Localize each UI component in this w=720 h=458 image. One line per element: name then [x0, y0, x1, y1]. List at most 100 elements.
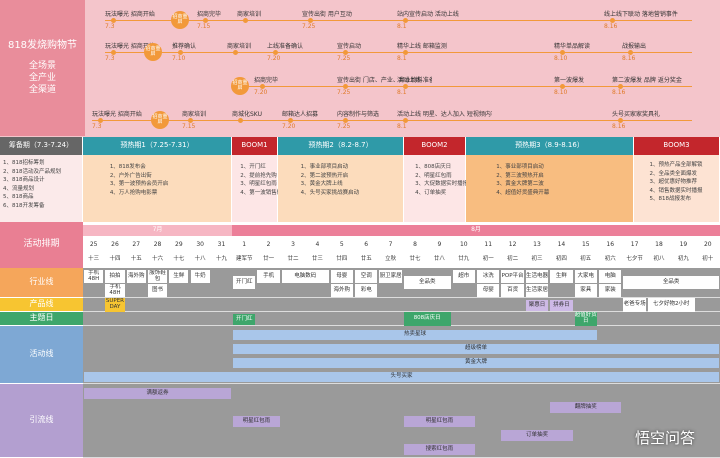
- day: 25: [89, 241, 98, 249]
- milestone-text: 招商完毕: [254, 77, 279, 84]
- lane-item: 808店庆日: [403, 312, 451, 326]
- lunar: 立秋: [385, 255, 397, 262]
- milestone-date: 7.25: [337, 123, 351, 130]
- phase-note: 4、第一波销售爆发: [240, 189, 288, 196]
- phase-note: 5、818战报发布: [649, 196, 691, 202]
- lunar: 廿四: [336, 255, 348, 262]
- title: 818发烧购物节: [7, 40, 78, 51]
- phase-notes-bg: [83, 155, 232, 222]
- lane-item: 服饰鞋包: [147, 270, 168, 283]
- lane-item: 全品类: [623, 276, 719, 289]
- lane-label: 行业线: [0, 268, 83, 298]
- milestone-circle: 招商重启: [171, 11, 189, 29]
- lunar: 廿一: [263, 255, 275, 262]
- milestone-circle: 招商重启: [231, 77, 249, 95]
- day: 19: [679, 241, 688, 249]
- tagline: 全渠道: [28, 85, 56, 95]
- schedule-label: 活动排期: [0, 222, 83, 268]
- milestone-text: 商城化SKU: [232, 111, 262, 118]
- phase-note: 5、818商品: [3, 194, 34, 200]
- lane-label: 主题日: [0, 312, 83, 326]
- lane-item: 翻牌抽奖: [550, 402, 622, 413]
- milestone-text: 精华单品解读: [554, 43, 591, 50]
- phase-note: 1、818招标筹划: [3, 160, 45, 166]
- lane-item: 拍拍: [105, 270, 125, 283]
- phase-note: 4、头号买家挑战赛启动: [300, 189, 360, 196]
- day: 28: [153, 241, 162, 249]
- month: 7月: [83, 225, 232, 236]
- milestone-text: 玩法曝光 招商开始: [105, 43, 155, 50]
- phase-note: 2、明星红包雨: [415, 172, 452, 179]
- lunar: 十四: [109, 255, 121, 262]
- phase-note: 1、818发布会: [109, 164, 146, 170]
- milestone-date: 8.16: [622, 55, 636, 62]
- day: 1: [242, 241, 247, 249]
- milestone-dot: [98, 118, 103, 123]
- lane-item: 母婴: [330, 270, 353, 283]
- lane-item: 生活电器: [525, 270, 549, 283]
- lunar: 廿九: [458, 255, 470, 262]
- lane-item: 空调: [355, 270, 378, 283]
- milestone-dot: [178, 50, 183, 55]
- lunar: 初十: [702, 255, 714, 262]
- lane-item: 手机: [257, 270, 280, 283]
- milestone-dot: [560, 84, 565, 89]
- milestone-dot: [560, 50, 565, 55]
- milestone-dot: [308, 18, 313, 23]
- lunar: 初二: [507, 255, 519, 262]
- milestone-date: 8.16: [604, 23, 618, 30]
- lane-item: 生鲜: [550, 270, 573, 283]
- phase-note: 4、订单抽奖: [415, 189, 447, 196]
- day: 17: [630, 241, 639, 249]
- lunar: 廿二: [287, 255, 299, 262]
- lunar: 十九: [215, 255, 227, 262]
- lunar: 初九: [677, 255, 689, 262]
- header-panel: [0, 0, 85, 136]
- lane-item: SUPER DAY: [105, 298, 125, 312]
- phase-header: 预热期1（7.25-7.31）: [83, 137, 232, 155]
- phase-note: 2、户外广告出街: [109, 172, 152, 179]
- day: 29: [175, 241, 183, 249]
- day: 3: [291, 241, 295, 249]
- milestone-text: 第一波爆发: [554, 77, 585, 84]
- milestone-text: 上线准备确认: [267, 43, 304, 50]
- milestone-dot: [233, 50, 238, 55]
- milestone-text: 战报输出: [622, 43, 647, 50]
- lunar: 廿五: [360, 255, 372, 262]
- milestone-date: 7.25: [337, 55, 351, 62]
- lunar: 十六: [152, 255, 164, 262]
- lane-item: 电脑: [599, 270, 622, 283]
- phase-header: BOOM3: [634, 137, 720, 155]
- tagline: 全场景: [28, 61, 56, 71]
- lane-item: 全品类: [403, 276, 451, 289]
- milestone-date: 8.10: [554, 55, 568, 62]
- milestone-dot: [618, 118, 623, 123]
- milestone-date: 7.20: [254, 89, 268, 96]
- lane-item: 生鲜: [169, 270, 189, 283]
- milestone-date: 8.1: [397, 123, 407, 130]
- day: 26: [111, 241, 119, 249]
- lane-item: 订单抽奖: [501, 430, 573, 441]
- phase-note: 2、全品类全面爆发: [649, 170, 697, 177]
- lane-item: 百货: [501, 284, 524, 297]
- lane-item: 牛奶: [190, 270, 210, 283]
- milestone-dot: [343, 84, 348, 89]
- milestone-dot: [238, 118, 243, 123]
- milestone-dot: [203, 18, 208, 23]
- day: 13: [533, 241, 541, 249]
- phase-notes-bg: [0, 155, 83, 222]
- phase-note: 2、提前抢先购: [240, 172, 277, 179]
- day: 8: [413, 241, 417, 249]
- milestone-date: 8.10: [554, 89, 568, 96]
- lane-item: 搜索红包雨: [403, 444, 475, 455]
- milestone-date: 7.25: [302, 23, 316, 30]
- phase-note: 3、明星红包雨: [240, 181, 277, 187]
- phase-note: 1、事业部项目启动: [496, 164, 544, 170]
- lane-bg: [83, 312, 720, 326]
- day: 11: [484, 241, 493, 249]
- lunar: 七夕节: [626, 255, 643, 262]
- day: 18: [655, 241, 663, 249]
- milestone-dot: [188, 118, 193, 123]
- milestone-circle: 招商重启: [151, 111, 169, 129]
